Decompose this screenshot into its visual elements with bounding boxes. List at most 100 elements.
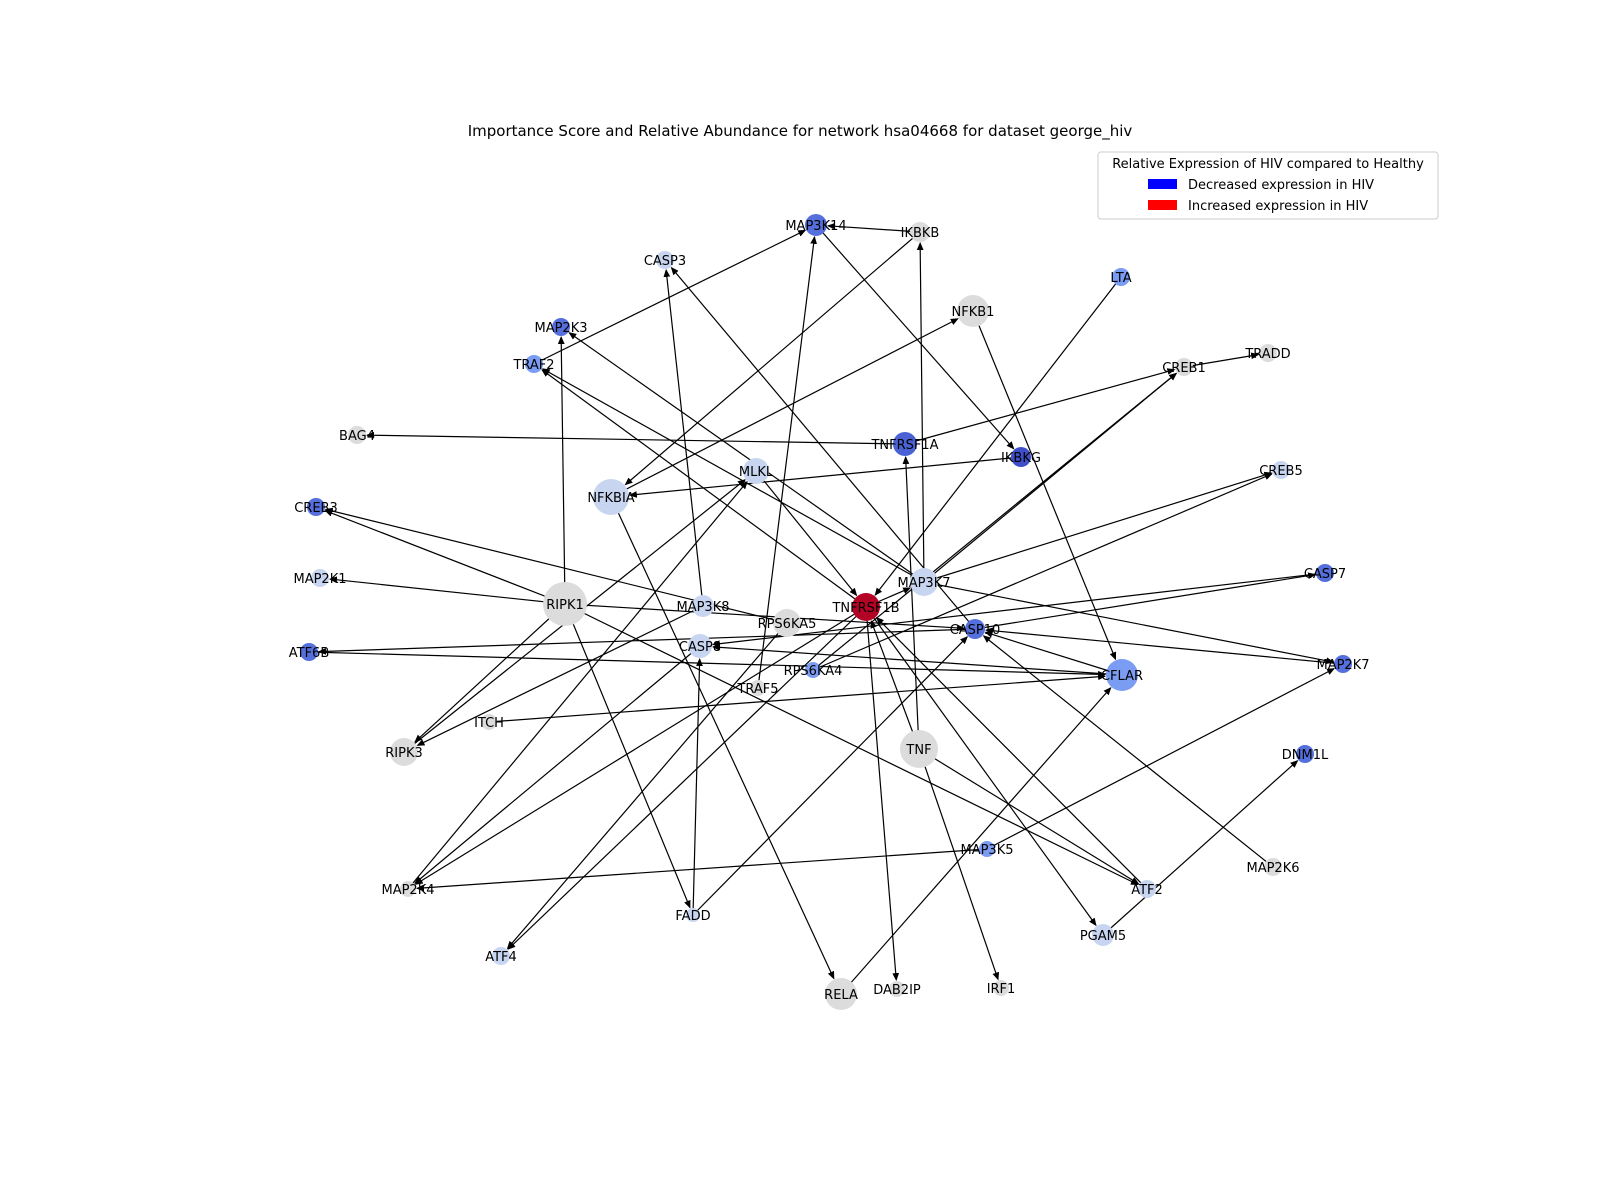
edge-map3k7-to-creb5 — [923, 471, 1273, 583]
node-label-creb3: CREB3 — [294, 501, 338, 516]
node-label-map2k1: MAP2K1 — [293, 572, 346, 587]
node-ripk3: RIPK3 — [385, 738, 423, 766]
node-tnf: TNF — [900, 730, 938, 768]
node-label-pgam5: PGAM5 — [1080, 929, 1126, 944]
node-circle-map3k8 — [692, 595, 714, 617]
node-map3k14: MAP3K14 — [785, 214, 847, 236]
node-label-dab2ip: DAB2IP — [873, 983, 921, 998]
node-circle-casp10 — [965, 619, 985, 639]
edge-ripk1-to-map2k1 — [328, 576, 566, 605]
node-circle-nfkb1 — [957, 295, 989, 327]
edge-ripk1-to-map2k3 — [557, 335, 566, 605]
node-fadd: FADD — [675, 908, 711, 924]
edge-ripk1-to-casp10 — [564, 603, 966, 632]
node-circle-ikbkg — [1011, 447, 1031, 467]
node-circle-bag4 — [348, 426, 366, 444]
edge-tnf-to-tnfrsf1a — [902, 455, 920, 750]
node-label-map2k3: MAP2K3 — [534, 321, 587, 336]
edge-rps6ka4-to-creb5 — [812, 473, 1273, 671]
node-circle-casp7 — [1316, 564, 1334, 582]
node-circle-lta — [1112, 268, 1130, 286]
node-map2k6: MAP2K6 — [1246, 858, 1300, 876]
edge-ikbkg-to-nfkbia — [628, 456, 1022, 498]
edge-map3k5-to-map2k4 — [415, 848, 988, 892]
edge-layer — [308, 222, 1344, 995]
node-label-nfkb1: NFKB1 — [952, 305, 995, 320]
edge-cflar-to-casp8 — [711, 643, 1123, 676]
edge-cflar-to-casp10 — [984, 631, 1123, 676]
node-circle-creb3 — [307, 498, 325, 516]
node-map3k7: MAP3K7 — [897, 568, 951, 596]
node-label-rps6ka5: RPS6KA5 — [758, 617, 817, 632]
node-ikbkb: IKBKB — [901, 222, 939, 242]
node-circle-tradd — [1259, 344, 1277, 362]
node-label-casp7: CASP7 — [1304, 567, 1346, 582]
node-circle-mlkl — [743, 458, 769, 484]
node-label-lta: LTA — [1110, 271, 1131, 286]
node-traf2: TRAF2 — [512, 355, 555, 373]
node-label-atf4: ATF4 — [485, 950, 517, 965]
node-circle-traf2 — [525, 355, 543, 373]
edge-tnfrsf1b-to-pgam5 — [865, 606, 1097, 927]
edge-atf2-to-tnfrsf1b — [875, 616, 1148, 890]
node-casp3: CASP3 — [644, 251, 686, 269]
legend-label-increased: Increased expression in HIV — [1188, 199, 1368, 214]
chart-title: Importance Score and Relative Abundance … — [468, 122, 1133, 141]
node-map2k1: MAP2K1 — [293, 569, 347, 587]
node-circle-cflar — [1106, 659, 1138, 691]
edge-nfkbia-to-nfkb1 — [610, 318, 959, 498]
node-dab2ip: DAB2IP — [873, 981, 921, 998]
node-circle-map3k7 — [910, 568, 938, 596]
node-label-atf2: ATF2 — [1131, 883, 1163, 898]
node-circle-casp3 — [656, 251, 674, 269]
node-label-casp8: CASP8 — [679, 640, 721, 655]
node-label-ripk1: RIPK1 — [546, 598, 584, 613]
node-mlkl: MLKL — [739, 458, 774, 484]
edge-nfkbia-to-rela — [610, 496, 835, 980]
node-circle-pgam5 — [1092, 924, 1114, 946]
node-nfkb1: NFKB1 — [952, 295, 995, 327]
edge-pgam5-to-dnm1l — [1102, 760, 1299, 936]
edge-tnf-to-tnfrsf1b — [870, 620, 920, 750]
edge-creb1-to-tradd — [1183, 352, 1260, 368]
node-label-rps6ka4: RPS6KA4 — [784, 664, 843, 679]
node-circle-map2k6 — [1264, 858, 1282, 876]
node-circle-traf5 — [750, 680, 766, 696]
node-circle-rps6ka5 — [773, 609, 801, 637]
edge-map3k8-to-casp3 — [663, 268, 704, 607]
node-rps6ka5: RPS6KA5 — [758, 609, 817, 637]
edge-map3k5-to-map2k7 — [986, 668, 1336, 850]
edge-rps6ka5-to-atf4 — [506, 622, 788, 950]
node-circle-dab2ip — [889, 981, 905, 997]
node-label-map2k4: MAP2K4 — [381, 883, 434, 898]
node-dnm1l: DNM1L — [1282, 745, 1329, 763]
node-casp7: CASP7 — [1304, 564, 1346, 582]
edge-ripk1-to-creb3 — [324, 510, 566, 605]
edge-map2k7-to-casp10 — [984, 627, 1344, 665]
edge-traf5-to-map3k14 — [757, 235, 818, 689]
edge-ripk1-to-fadd — [564, 603, 691, 909]
node-label-map3k8: MAP3K8 — [676, 600, 729, 615]
legend: Relative Expression of HIV compared to H… — [1097, 151, 1439, 220]
node-label-irf1: IRF1 — [987, 982, 1016, 997]
legend-frame — [1097, 151, 1439, 220]
node-label-map3k14: MAP3K14 — [785, 219, 846, 234]
node-map2k3: MAP2K3 — [534, 318, 588, 336]
node-label-tnf: TNF — [905, 743, 931, 758]
node-label-creb5: CREB5 — [1259, 464, 1303, 479]
node-label-ikbkg: IKBKG — [1001, 451, 1041, 466]
node-circle-atf2 — [1138, 880, 1156, 898]
edge-ripk1-to-atf2 — [564, 603, 1139, 886]
edge-tnfrsf1a-to-bag4 — [365, 431, 906, 445]
node-circle-tnf — [900, 730, 938, 768]
node-layer: MAP3K14 IKBKB CASP3 LTA NFKB1 MAP2K3 TRAF2 CREB… — [289, 214, 1370, 1010]
edge-ripk1-to-ripk3 — [414, 603, 566, 743]
node-label-map2k6: MAP2K6 — [1246, 861, 1299, 876]
node-tnfrsf1b: TNFRSF1B — [831, 593, 900, 621]
node-circle-ripk1 — [543, 582, 587, 626]
edge-rela-to-cflar — [840, 687, 1112, 995]
edge-map3k14-to-ikbkg — [815, 224, 1015, 450]
node-circle-nfkbia — [593, 479, 629, 515]
node-casp10: CASP10 — [950, 619, 1000, 639]
edge-fadd-to-casp10 — [692, 636, 968, 916]
